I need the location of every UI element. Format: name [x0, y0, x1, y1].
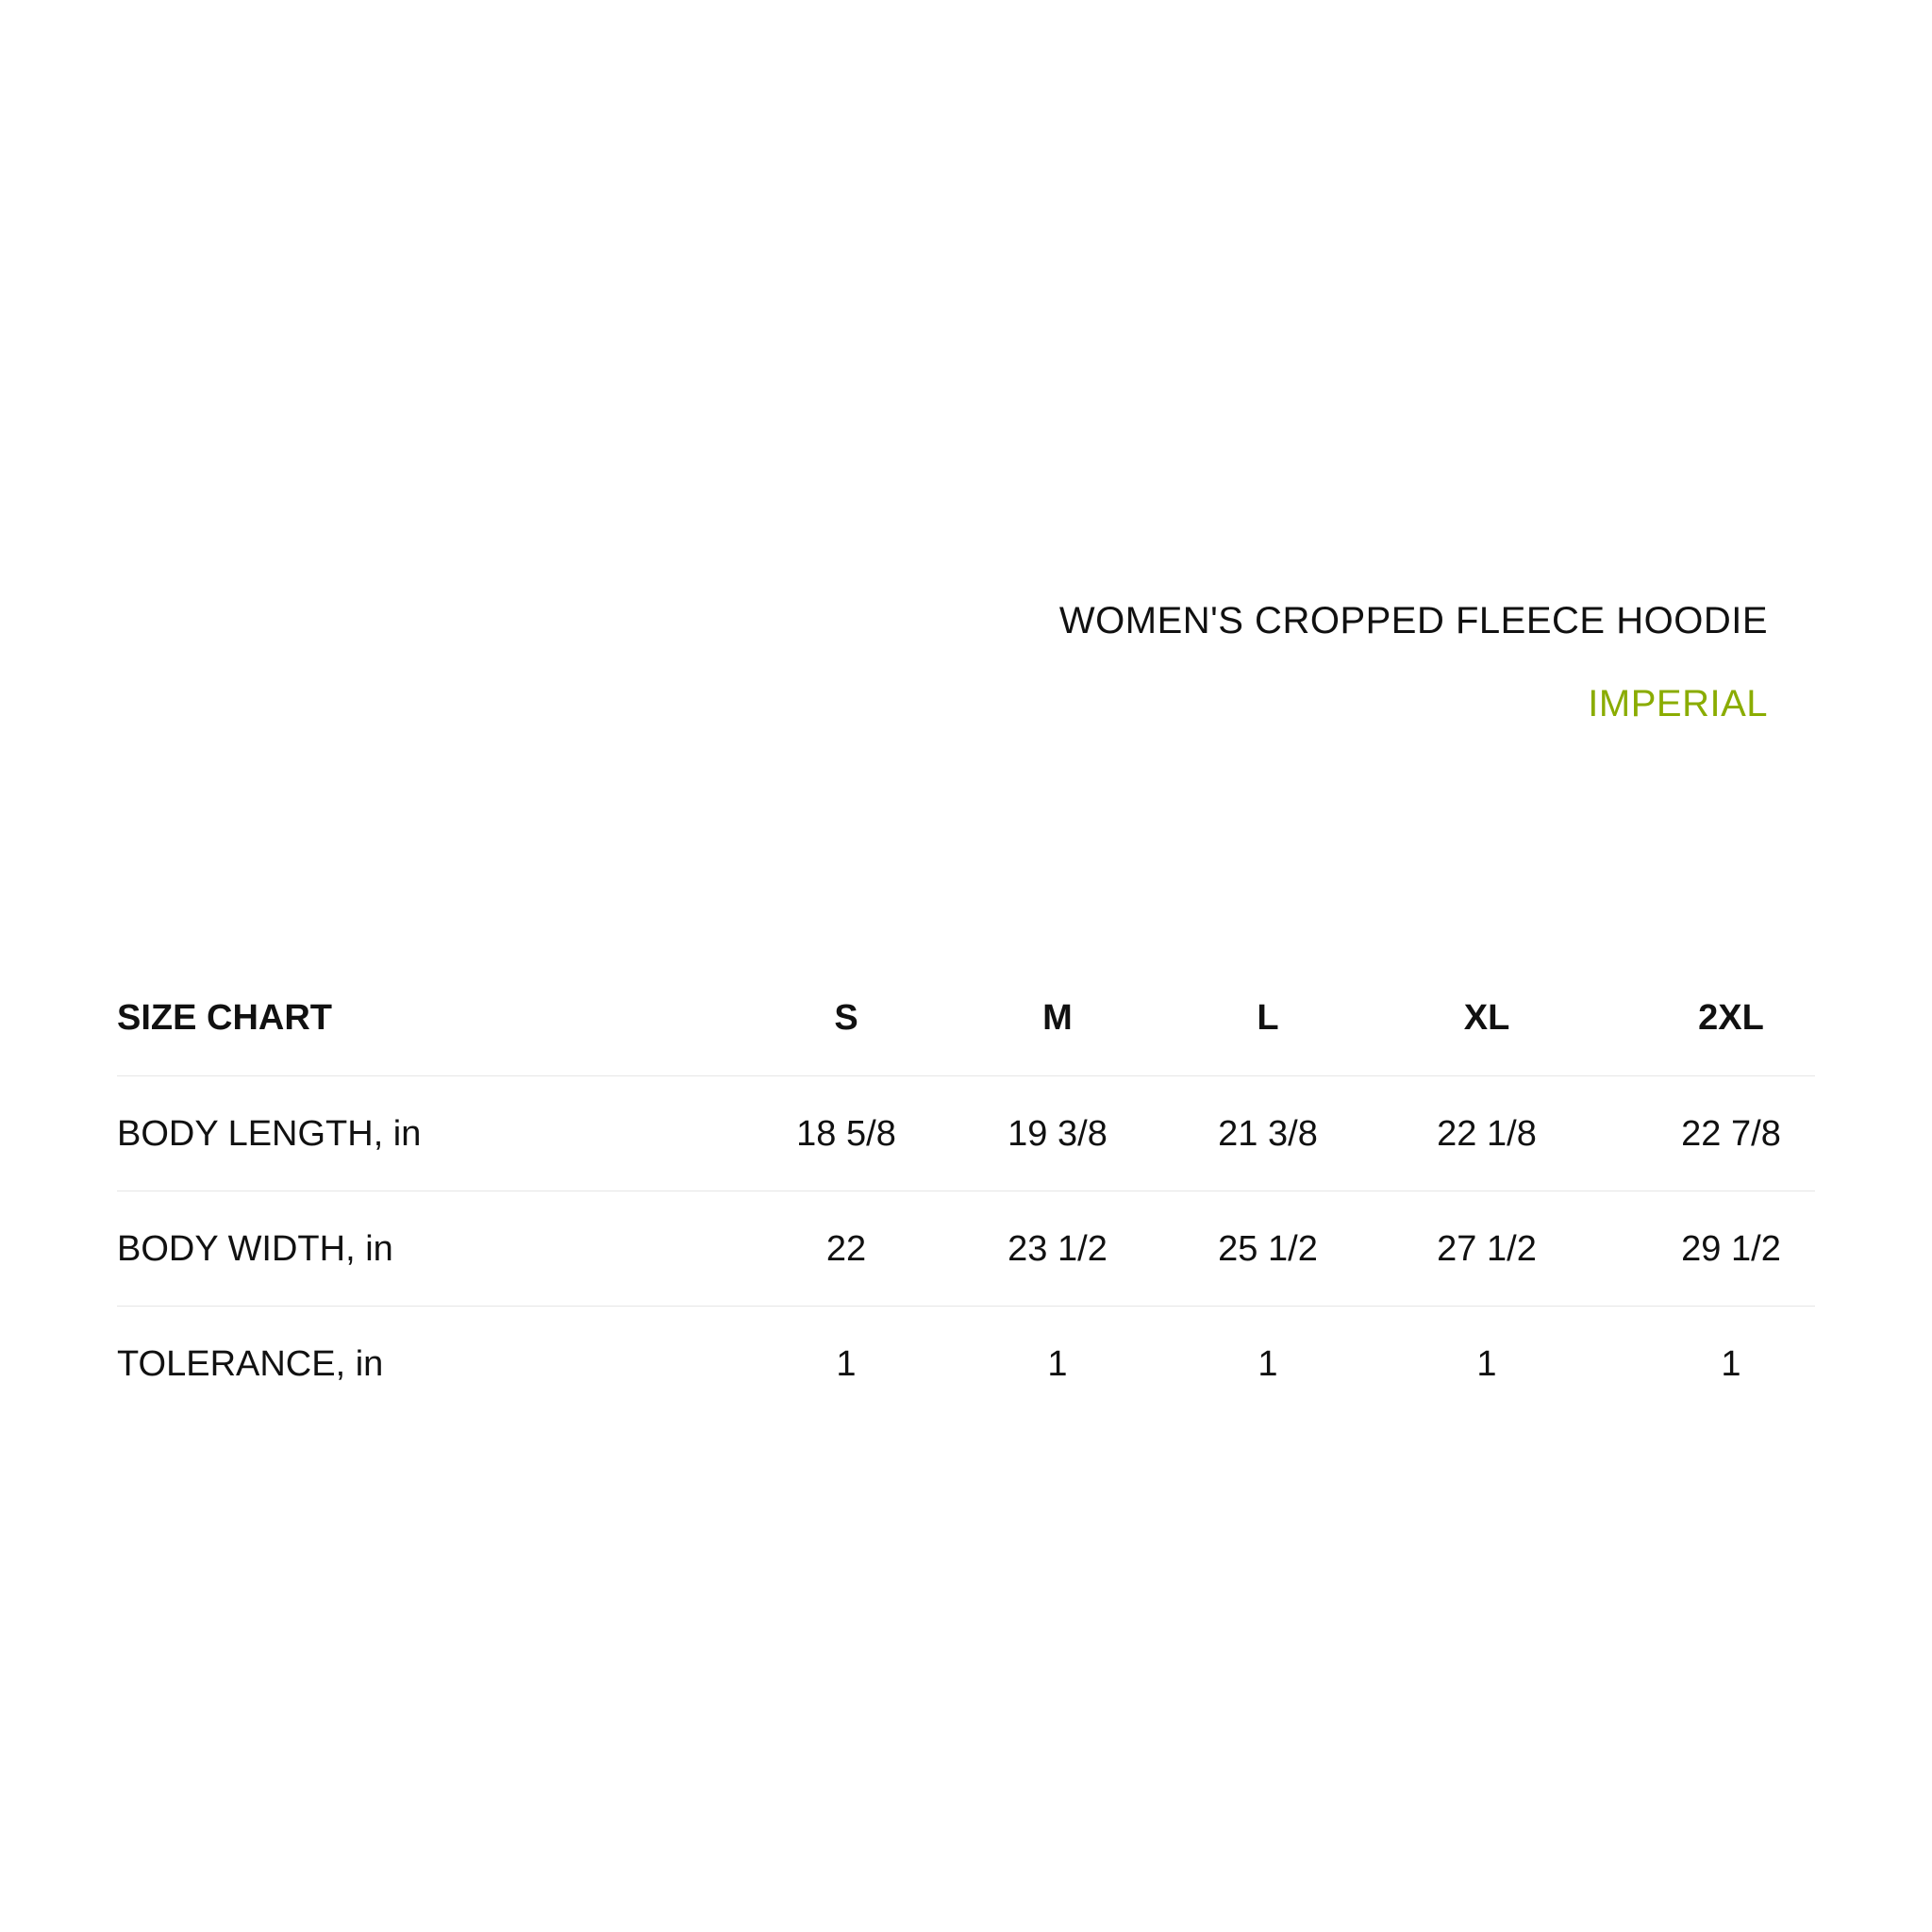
size-chart-table: SIZE CHART S M L XL 2XL BODY LENGTH, in …	[117, 981, 1815, 1421]
table-row: BODY WIDTH, in 22 23 1/2 25 1/2 27 1/2 2…	[117, 1191, 1815, 1307]
table-cell: 25 1/2	[1218, 1229, 1318, 1269]
table-cell: 22	[825, 1229, 867, 1269]
size-header-l: L	[1257, 998, 1279, 1038]
size-header-2xl: 2XL	[1698, 998, 1764, 1038]
table-cell: 1	[1257, 1344, 1278, 1384]
table-cell: 19 3/8	[1008, 1114, 1108, 1154]
table-cell: 27 1/2	[1437, 1229, 1537, 1269]
unit-system-label: IMPERIAL	[1588, 683, 1768, 724]
table-header-row: SIZE CHART S M L XL 2XL	[117, 981, 1815, 1076]
table-cell: 1	[1476, 1344, 1497, 1384]
table-cell: 1	[836, 1344, 857, 1384]
row-label: BODY WIDTH, in	[117, 1229, 393, 1269]
row-label: BODY LENGTH, in	[117, 1114, 422, 1154]
table-cell: 29 1/2	[1681, 1229, 1781, 1269]
table-cell: 23 1/2	[1008, 1229, 1108, 1269]
table-cell: 22 7/8	[1681, 1114, 1781, 1154]
table-cell: 18 5/8	[796, 1114, 896, 1154]
table-row: BODY LENGTH, in 18 5/8 19 3/8 21 3/8 22 …	[117, 1076, 1815, 1191]
table-row: TOLERANCE, in 1 1 1 1 1	[117, 1307, 1815, 1421]
size-chart-heading: SIZE CHART	[117, 998, 332, 1038]
table-cell: 21 3/8	[1218, 1114, 1318, 1154]
product-title: WOMEN'S CROPPED FLEECE HOODIE	[1058, 600, 1768, 641]
size-header-s: S	[834, 998, 858, 1038]
table-cell: 1	[1721, 1344, 1741, 1384]
size-header-xl: XL	[1463, 998, 1510, 1038]
row-label: TOLERANCE, in	[117, 1344, 384, 1384]
table-cell: 1	[1047, 1344, 1068, 1384]
table-cell: 22 1/8	[1437, 1114, 1537, 1154]
size-header-m: M	[1042, 998, 1073, 1038]
